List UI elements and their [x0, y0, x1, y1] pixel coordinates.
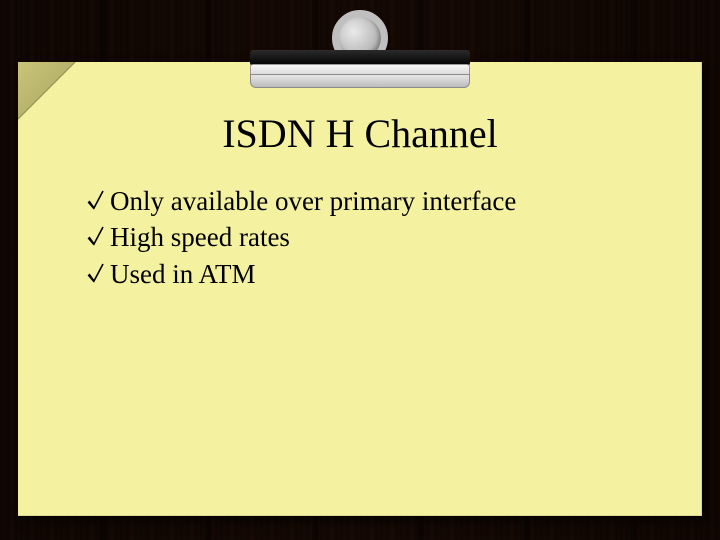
- bullet-text: Only available over primary interface: [110, 183, 516, 219]
- checkmark-icon: [86, 260, 106, 288]
- checkmark-icon: [86, 223, 106, 251]
- note-paper: ISDN H Channel Only available over prima…: [18, 62, 702, 516]
- clip-body: [250, 50, 470, 90]
- bullet-text: Used in ATM: [110, 256, 256, 292]
- slide-title: ISDN H Channel: [74, 110, 646, 157]
- binder-clip: [250, 10, 470, 96]
- checkmark-icon: [86, 187, 106, 215]
- slide-content: ISDN H Channel Only available over prima…: [18, 62, 702, 292]
- bullet-text: High speed rates: [110, 219, 290, 255]
- bullet-list: Only available over primary interface Hi…: [74, 183, 646, 292]
- clip-bar-low: [250, 74, 470, 88]
- list-item: Used in ATM: [86, 256, 646, 292]
- list-item: Only available over primary interface: [86, 183, 646, 219]
- list-item: High speed rates: [86, 219, 646, 255]
